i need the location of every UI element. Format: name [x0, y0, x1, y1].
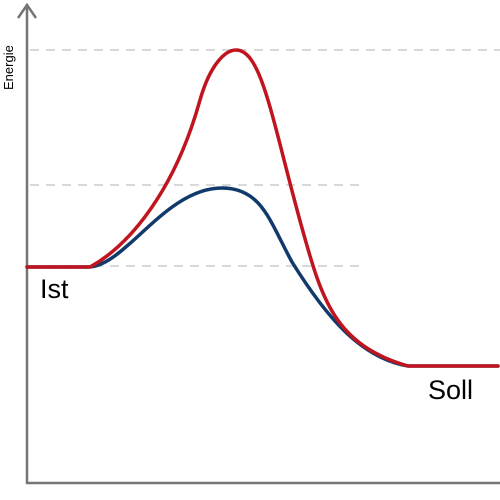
- high-barrier-curve: [25, 48, 500, 368]
- end-state-label: Soll: [428, 375, 473, 405]
- low-barrier-curve: [25, 186, 500, 368]
- y-axis-arrowhead: [16, 2, 38, 19]
- y-axis-label: Energie: [1, 45, 16, 90]
- start-state-label: Ist: [40, 274, 69, 304]
